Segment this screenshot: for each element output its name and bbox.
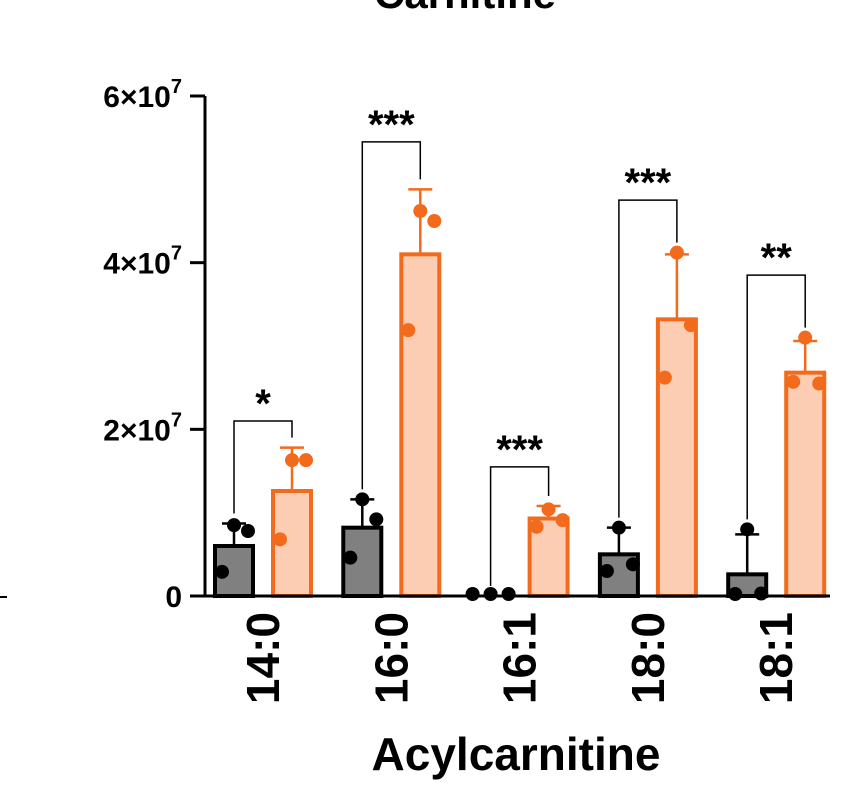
x-axis-label: Acylcarnitine [372,728,661,780]
bar-orange-16-0 [399,252,442,598]
y-tick-label-2: 4×107 [103,243,182,281]
significance-label-18-1: ** [761,236,793,280]
significance-bracket-18-0 [618,199,678,518]
x-tick-label-18-0: 18:0 [622,612,674,704]
point-grey-18-1-2 [754,586,769,601]
significance-bracket-16-1 [489,466,550,586]
point-orange-18-0-1 [669,245,684,260]
y-tick-label-3: 6×107 [103,76,182,114]
point-orange-18-0-2 [683,318,698,333]
x-tick-label-16-0: 16:0 [365,612,417,704]
x-ticks-layer: 14:0 16:0 16:1 18:0 18:1 [237,612,802,704]
point-grey-16-1-1 [465,587,480,601]
point-grey-14-0-3 [215,564,229,579]
x-tick-label-18-1: 18:1 [750,612,802,704]
chart-title: Carnitine [374,0,556,17]
x-tick-label-16-1: 16:1 [494,612,546,704]
point-grey-16-0-1 [355,492,370,507]
significance-label-16-0: *** [368,103,415,147]
point-grey-16-1-2 [483,587,498,601]
point-orange-14-0-3 [273,532,287,547]
y-ticks-layer: 0 2×107 4×107 6×107 [103,76,205,614]
point-grey-18-1-3 [728,587,743,601]
significance-bracket-16-0 [361,141,422,490]
significance-label-18-0: *** [625,161,672,205]
point-orange-16-1-2 [555,513,570,528]
bars-layer [213,252,827,599]
point-orange-14-0-2 [299,453,313,468]
point-orange-16-0-2 [427,214,442,228]
point-grey-18-1-1 [740,522,755,537]
point-orange-16-1-3 [529,519,544,534]
significance-label-16-1: *** [496,428,543,472]
point-grey-18-0-1 [611,520,626,535]
significance-label-14-0: * [255,382,271,426]
point-orange-18-0-3 [657,370,672,385]
significance-bracket-14-0 [233,420,293,514]
point-orange-16-0-3 [401,323,416,338]
y-tick-label-0: 0 [165,581,182,614]
point-orange-18-1-2 [812,376,827,391]
y-tick-label-1: 2×107 [103,409,182,447]
point-orange-14-0-1 [285,453,299,468]
data-points-layer [215,204,827,601]
point-orange-18-1-1 [798,330,813,345]
point-orange-16-0-1 [413,204,428,218]
bar-orange-18-0 [655,317,698,598]
point-orange-18-1-3 [786,374,801,389]
bar-orange-18-1 [784,370,827,598]
point-orange-16-1-1 [541,502,556,517]
point-grey-14-0-2 [241,524,255,538]
point-grey-16-0-2 [369,512,384,527]
significance-bracket-18-1 [746,274,806,520]
point-grey-16-1-3 [501,587,516,601]
x-tick-label-14-0: 14:0 [237,612,289,704]
point-grey-16-0-3 [343,550,358,565]
point-grey-18-0-3 [599,564,614,578]
point-grey-18-0-2 [625,557,640,572]
point-grey-14-0-1 [227,518,241,533]
significance-layer: ************ [233,103,806,586]
axes-layer [203,96,830,598]
